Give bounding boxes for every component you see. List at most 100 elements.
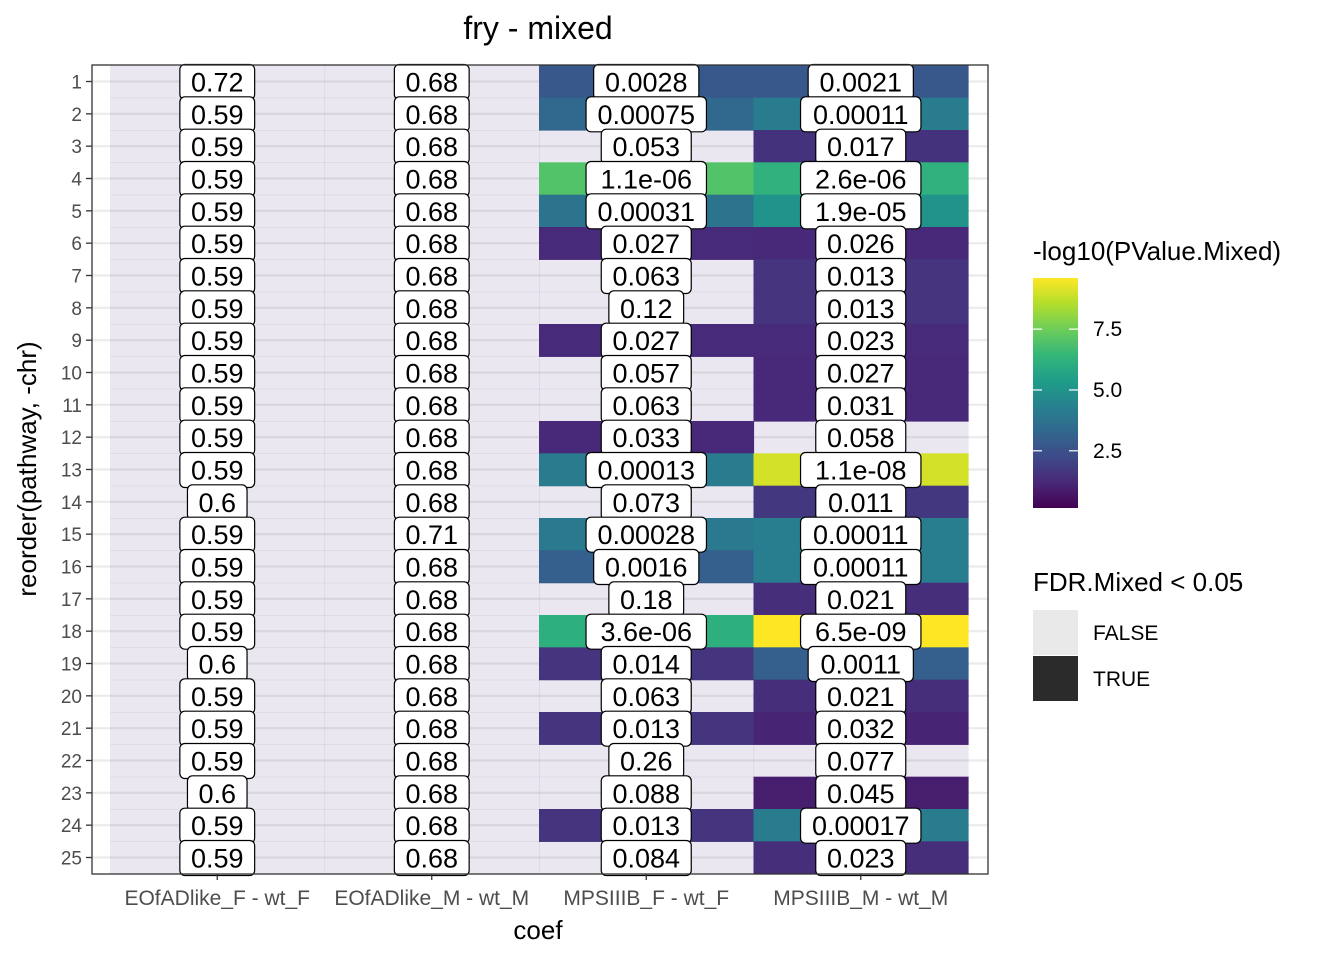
tile-label: 0.013 <box>600 807 692 844</box>
label-text: 0.013 <box>612 811 680 841</box>
tile-label: 0.011 <box>815 484 907 521</box>
tile-label: 0.59 <box>179 387 256 424</box>
label-text: 1.1e-08 <box>815 456 907 486</box>
label-text: 0.59 <box>191 391 244 421</box>
label-text: 0.00011 <box>813 553 909 583</box>
label-text: 0.68 <box>405 68 458 98</box>
tile-label: 0.026 <box>815 225 907 262</box>
label-text: 0.053 <box>612 132 680 162</box>
label-text: 0.59 <box>191 553 244 583</box>
tile-label: 0.088 <box>600 775 692 812</box>
label-text: 0.023 <box>827 326 895 356</box>
tile-label: 0.18 <box>608 581 685 618</box>
label-text: 0.063 <box>612 391 680 421</box>
label-text: 0.26 <box>620 747 673 777</box>
label-text: 0.0016 <box>605 553 688 583</box>
tile-label: 0.12 <box>608 290 685 327</box>
label-text: 0.12 <box>620 294 673 324</box>
tile-label: 3.6e-06 <box>585 613 708 650</box>
tile-label: 1.1e-06 <box>585 160 708 198</box>
label-text: 0.011 <box>828 488 894 518</box>
tile-label: 0.68 <box>393 193 470 230</box>
y-tick-label: 14 <box>61 493 83 514</box>
label-text: 0.68 <box>405 294 458 324</box>
tile-label: 1.9e-05 <box>799 193 922 230</box>
y-tick-label: 2 <box>71 105 82 126</box>
tile-label: 0.077 <box>815 742 907 780</box>
label-text: 0.6 <box>198 650 236 680</box>
label-text: 0.68 <box>405 132 458 162</box>
chart-title: fry - mixed <box>463 10 612 46</box>
tile-label: 0.017 <box>815 128 907 165</box>
label-text: 0.59 <box>191 714 244 744</box>
tile-label: 0.68 <box>393 225 470 262</box>
label-text: 0.59 <box>191 294 244 324</box>
tile-label: 0.057 <box>600 354 692 392</box>
tile-label: 0.68 <box>393 63 470 101</box>
label-text: 0.026 <box>827 229 895 259</box>
tile-label: 0.59 <box>179 225 256 262</box>
alpha-legend: FDR.Mixed < 0.05 FALSE TRUE <box>1033 567 1243 701</box>
tile-label: 0.59 <box>179 613 256 650</box>
x-axis: EOfADlike_F - wt_F EOfADlike_M - wt_M MPSI… <box>124 874 948 910</box>
tile-label: 0.0011 <box>807 645 914 683</box>
y-tick-label: 7 <box>71 267 82 288</box>
tile-label: 0.59 <box>179 710 256 747</box>
y-axis: 1234567891011121314151617181920212223242… <box>61 73 92 870</box>
label-text: 0.084 <box>612 844 680 874</box>
tile-label: 0.014 <box>600 645 692 683</box>
tile-label: 2.6e-06 <box>799 160 922 198</box>
label-text: 0.027 <box>612 326 680 356</box>
x-tick-label: MPSIIIB_M - wt_M <box>773 887 948 910</box>
tile-label: 0.68 <box>393 645 470 683</box>
fill-legend-title: -log10(PValue.Mixed) <box>1033 236 1281 266</box>
tile-label: 0.68 <box>393 742 470 780</box>
label-text: 0.027 <box>612 229 680 259</box>
tile-label: 0.59 <box>179 807 256 844</box>
tile-label: 0.021 <box>815 678 907 715</box>
tile-label: 0.68 <box>393 354 470 392</box>
y-tick-label: 6 <box>71 234 82 255</box>
y-tick-label: 12 <box>61 428 82 449</box>
label-text: 0.59 <box>191 359 244 389</box>
label-text: 0.68 <box>405 617 458 647</box>
tile-label: 0.027 <box>600 225 692 262</box>
label-text: 0.72 <box>191 68 244 98</box>
tile-label: 0.59 <box>179 160 256 198</box>
y-tick-label: 5 <box>71 202 82 223</box>
y-tick-label: 18 <box>61 622 82 643</box>
label-text: 0.00017 <box>812 811 910 841</box>
tile-label: 0.68 <box>393 128 470 165</box>
label-text: 0.058 <box>827 423 895 453</box>
tile-label: 0.68 <box>393 257 470 295</box>
tile-label: 0.0028 <box>593 63 700 101</box>
y-tick-label: 9 <box>71 331 82 352</box>
tile-label: 0.021 <box>815 581 907 618</box>
tile-label: 0.68 <box>393 678 470 715</box>
tile-label: 0.0016 <box>593 548 700 586</box>
label-text: 0.68 <box>405 488 458 518</box>
x-tick-label: EOfADlike_F - wt_F <box>124 887 310 910</box>
tile-label: 0.053 <box>600 128 692 165</box>
label-text: 0.68 <box>405 553 458 583</box>
x-tick-label: MPSIIIB_F - wt_F <box>563 887 729 910</box>
label-text: 0.68 <box>405 165 458 195</box>
tile-label: 0.023 <box>815 839 907 877</box>
tile-label: 0.013 <box>815 257 907 295</box>
y-tick-label: 10 <box>61 364 82 385</box>
tile-label: 0.68 <box>393 96 470 133</box>
label-text: 1.9e-05 <box>815 197 907 227</box>
y-tick-label: 15 <box>61 525 82 546</box>
label-text: 0.033 <box>612 423 680 453</box>
tile-label: 0.59 <box>179 128 256 165</box>
tile-label: 0.59 <box>179 322 256 359</box>
y-tick-label: 22 <box>61 752 82 773</box>
y-tick-label: 8 <box>71 299 82 320</box>
tile-label: 0.68 <box>393 613 470 650</box>
y-tick-label: 4 <box>71 170 82 191</box>
label-text: 1.1e-06 <box>600 165 692 195</box>
label-text: 0.68 <box>405 682 458 712</box>
legend-label-false: FALSE <box>1093 622 1158 645</box>
label-text: 0.68 <box>405 747 458 777</box>
y-tick-label: 16 <box>61 558 82 579</box>
